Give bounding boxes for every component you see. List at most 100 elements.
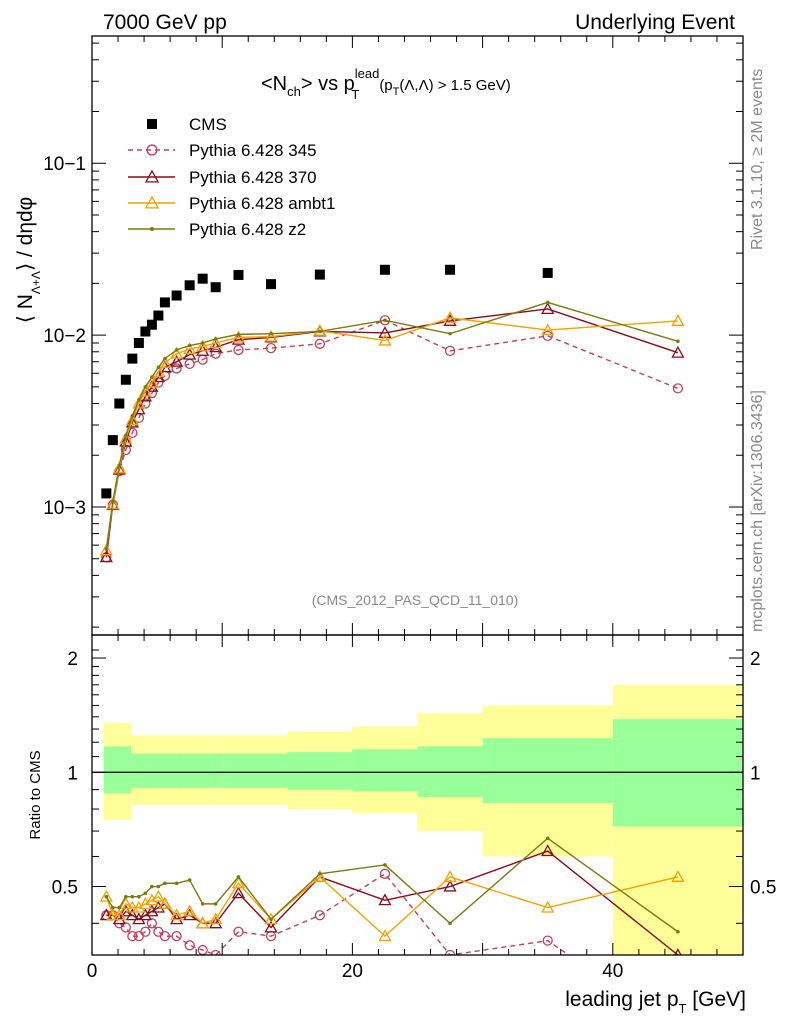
data-point <box>145 904 159 917</box>
data-point <box>184 940 195 951</box>
data-point <box>231 876 246 889</box>
svg-text:leading jet pT [GeV]: leading jet pT [GeV] <box>565 988 746 1016</box>
data-point <box>209 916 223 929</box>
data-point <box>99 550 113 563</box>
data-point <box>137 398 141 402</box>
data-point <box>673 0 683 10</box>
data-point <box>170 346 184 359</box>
data-point <box>209 912 223 925</box>
band-inner <box>183 753 223 788</box>
main-y-tick-label: 10−2 <box>43 326 86 347</box>
legend-marker <box>128 144 175 156</box>
data-point <box>266 279 277 290</box>
main-y-tick-labels: 10−1 10−2 10−3 <box>43 154 86 519</box>
data-point <box>132 912 146 925</box>
legend-label: Pythia 6.428 ambt1 <box>189 194 335 213</box>
data-point <box>184 358 195 370</box>
legend-symbol <box>150 227 154 231</box>
data-point <box>265 342 277 354</box>
data-point <box>125 908 139 921</box>
x-tick-label: 40 <box>602 961 623 982</box>
title-cond: (p <box>379 77 392 94</box>
data-point <box>541 302 555 315</box>
data-point <box>264 329 278 342</box>
series-pythia-6-428-345 <box>101 315 684 563</box>
series-pythia-6-428-ambt1 <box>99 870 685 942</box>
legend-marker <box>147 119 157 129</box>
data-point <box>213 337 218 341</box>
data-point <box>138 897 152 909</box>
ratio-frame <box>91 634 744 956</box>
band-inner <box>222 753 288 788</box>
data-point <box>112 462 126 475</box>
data-point <box>443 311 457 323</box>
legend-symbol <box>147 119 157 129</box>
band-inner <box>352 749 418 792</box>
data-point <box>379 315 391 326</box>
data-point <box>99 543 113 556</box>
data-point <box>210 348 221 359</box>
data-point <box>314 269 325 280</box>
data-point <box>153 310 164 321</box>
data-point <box>676 339 680 344</box>
data-point <box>106 497 120 510</box>
legend-marker <box>128 195 175 209</box>
data-point <box>383 863 387 867</box>
data-point <box>120 922 132 933</box>
data-point <box>119 431 133 444</box>
data-point <box>174 881 179 886</box>
data-point <box>117 905 122 910</box>
data-point <box>119 897 133 909</box>
series-line <box>106 872 570 955</box>
data-point <box>233 269 244 280</box>
data-point <box>233 344 244 356</box>
data-point <box>541 844 555 857</box>
xlabel-b: [GeV] <box>686 988 746 1011</box>
data-point <box>231 886 246 899</box>
ylabel-sub: Λ+Λ <box>29 271 43 294</box>
legend-entry-cms: CMS <box>147 115 227 134</box>
data-point <box>233 926 244 937</box>
data-point <box>170 912 184 925</box>
data-point <box>170 908 184 921</box>
data-point <box>171 363 182 374</box>
data-point <box>120 374 131 385</box>
data-point <box>150 884 154 889</box>
title-sub-ch: ch <box>287 84 301 99</box>
data-point <box>444 949 456 955</box>
data-point <box>542 330 553 342</box>
data-point <box>171 290 182 301</box>
data-point <box>143 385 148 389</box>
series-pythia-6-428-ambt1 <box>99 311 685 556</box>
svg-text:⟨ NΛ+Λ⟩ / dηdφ: ⟨ NΛ+Λ⟩ / dηdφ <box>14 197 43 324</box>
title-cond-rest: (Λ,Λ) > 1.5 GeV) <box>399 77 510 94</box>
data-point <box>119 904 133 917</box>
data-point <box>163 881 167 886</box>
data-point <box>125 900 139 913</box>
data-point <box>445 264 456 275</box>
data-point <box>119 434 133 447</box>
data-point <box>124 433 128 438</box>
title-sub-t: T <box>351 87 359 102</box>
legend-entry-pythia-ambt1: Pythia 6.428 ambt1 <box>128 194 335 213</box>
data-point <box>153 926 164 937</box>
data-point <box>106 908 120 921</box>
data-point <box>112 912 126 925</box>
data-point <box>107 435 118 446</box>
data-point <box>314 910 326 921</box>
title-cond-sub: T <box>393 86 400 98</box>
data-point <box>378 326 392 338</box>
data-point <box>231 332 246 345</box>
data-point <box>132 900 146 913</box>
legend-label: Pythia 6.428 345 <box>189 141 317 160</box>
data-point <box>124 894 128 899</box>
xlabel-a: leading jet p <box>565 988 678 1011</box>
legend-entry-pythia-345: Pythia 6.428 345 <box>128 141 317 160</box>
xlabel-sub: T <box>679 1001 687 1016</box>
data-point <box>151 900 166 913</box>
analysis-tag: (CMS_2012_PAS_QCD_11_010) <box>312 592 519 608</box>
data-point <box>156 365 161 370</box>
data-point <box>146 319 157 330</box>
title-mid: > vs p <box>301 73 355 95</box>
data-point <box>184 280 195 291</box>
